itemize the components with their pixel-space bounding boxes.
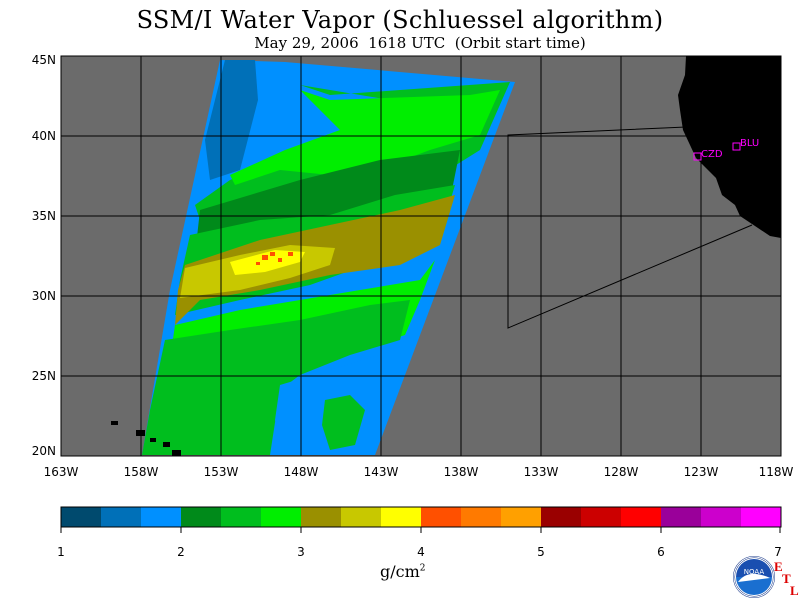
lat-label: 40N <box>32 129 56 143</box>
colorbar-tick-label: 7 <box>774 545 782 559</box>
colorbar-swatch <box>421 507 462 527</box>
colorbar-swatch <box>261 507 302 527</box>
lat-label: 25N <box>32 369 56 383</box>
lon-label: 123W <box>684 465 719 479</box>
lon-label: 138W <box>444 465 479 479</box>
colorbar-swatch <box>621 507 662 527</box>
west-coast-land <box>678 56 781 238</box>
colorbar-swatch <box>301 507 342 527</box>
colorbar-swatch <box>341 507 382 527</box>
etl-letter-t: T <box>782 571 791 586</box>
noaa-logo-text: NOAA <box>744 568 765 576</box>
swath-band-green-south <box>142 300 410 455</box>
lon-label: 153W <box>204 465 239 479</box>
lat-label: 35N <box>32 209 56 223</box>
colorbar <box>61 507 782 527</box>
colorbar-tick-label: 3 <box>297 545 305 559</box>
lat-labels: 45N 40N 35N 30N 25N 20N <box>32 53 56 458</box>
chart-subtitle: May 29, 2006 1618 UTC (Orbit start time) <box>254 34 586 52</box>
lon-label: 118W <box>759 465 794 479</box>
colorbar-swatch <box>541 507 582 527</box>
chart-title: SSM/I Water Vapor (Schluessel algorithm) <box>136 6 664 34</box>
lat-label: 45N <box>32 53 56 67</box>
colorbar-swatch <box>101 507 142 527</box>
domain-outline <box>507 126 753 329</box>
colorbar-swatch <box>701 507 742 527</box>
colorbar-tick-label: 1 <box>57 545 65 559</box>
swath-patch-green-south <box>322 395 365 450</box>
lon-label: 158W <box>124 465 159 479</box>
lon-labels: 163W 158W 153W 148W 143W 138W 133W 128W … <box>44 465 794 479</box>
lon-label: 163W <box>44 465 79 479</box>
station-blu-label: BLU <box>740 138 759 149</box>
noaa-logo: NOAA <box>733 556 775 598</box>
swath-max-patches <box>256 252 293 265</box>
lat-label: 20N <box>32 444 56 458</box>
colorbar-swatch <box>61 507 102 527</box>
colorbar-swatch <box>141 507 182 527</box>
etl-letter-l: L <box>790 583 799 598</box>
swath-band-brightgreen-north <box>230 90 500 185</box>
colorbar-swatch <box>661 507 702 527</box>
etl-letter-e: E <box>774 559 783 574</box>
colorbar-tick-label: 5 <box>537 545 545 559</box>
station-blu-marker <box>732 142 741 151</box>
colorbar-tick-label: 2 <box>177 545 185 559</box>
lat-lon-grid <box>61 56 781 456</box>
lon-label: 143W <box>364 465 399 479</box>
colorbar-labels: 1 2 3 4 5 6 7 <box>57 545 782 559</box>
colorbar-units: g/cm2 <box>380 562 426 581</box>
station-czd-label: CZD <box>701 149 723 160</box>
lat-label: 30N <box>32 289 56 303</box>
lon-label: 133W <box>524 465 559 479</box>
colorbar-tick-label: 6 <box>657 545 665 559</box>
swath-band-darkblue <box>205 60 258 180</box>
lon-label: 148W <box>284 465 319 479</box>
colorbar-swatch <box>381 507 422 527</box>
station-czd-marker <box>693 152 702 161</box>
swath-band-yellow <box>230 250 305 275</box>
lon-label: 128W <box>604 465 639 479</box>
colorbar-swatch <box>581 507 622 527</box>
map-frame <box>60 55 782 457</box>
stations: CZD BLU <box>693 138 759 161</box>
colorbar-swatch <box>461 507 502 527</box>
colorbar-tick-label: 4 <box>417 545 425 559</box>
colorbar-swatch <box>741 507 782 527</box>
colorbar-swatch <box>501 507 542 527</box>
colorbar-swatch <box>221 507 262 527</box>
colorbar-swatch <box>181 507 222 527</box>
swath <box>142 60 515 455</box>
colorbar-ticks <box>60 527 781 533</box>
